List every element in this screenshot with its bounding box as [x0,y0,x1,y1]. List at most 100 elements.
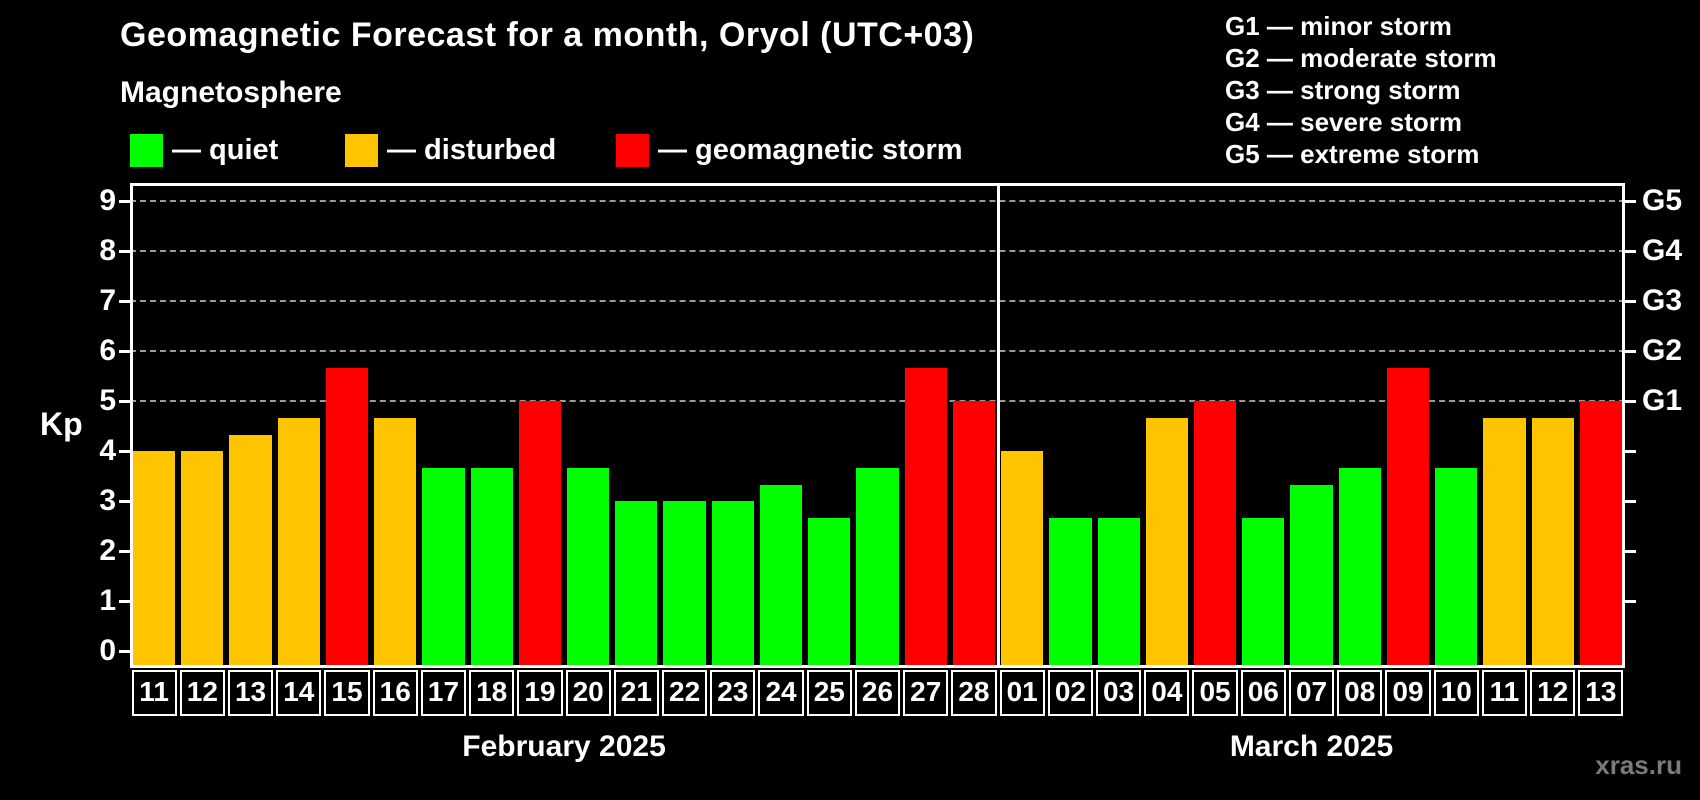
day-label-cell: 01 [999,670,1045,716]
axis-tick [1625,299,1636,303]
y-tick-label: 2 [99,534,116,567]
axis-tick [119,599,130,603]
g-legend-line: G2 — moderate storm [1225,43,1497,73]
kp-bar-21 [615,501,658,668]
g-scale-legend: G1 — minor storm G2 — moderate storm G3 — … [1225,10,1497,170]
disturbed-legend-swatch [345,134,378,167]
kp-bar-09 [1386,367,1430,668]
y-tick-label: 5 [99,384,116,417]
day-label-cell: 15 [324,670,370,716]
day-label-cell: 22 [661,670,708,716]
axis-tick [1625,499,1636,503]
kp-bar-28 [952,401,996,668]
axis-tick [119,649,130,653]
day-label-cell: 11 [1481,670,1528,716]
day-label-cell: 18 [469,670,515,716]
kp-bar-03 [1097,517,1140,668]
kp-bar-20 [567,467,610,668]
kp-bar-19 [518,401,562,668]
kp-bar-13 [1579,401,1622,668]
g-legend-line: G3 — strong storm [1225,75,1461,105]
kp-bar-06 [1242,517,1285,668]
axis-tick [119,399,130,403]
y-tick-label: 9 [99,184,116,217]
month-separator [996,183,1000,668]
axis-tick [119,299,130,303]
day-label-cell: 02 [1047,670,1093,716]
day-label-cell: 09 [1385,670,1431,716]
kp-bar-24 [759,484,803,668]
day-label-cell: 14 [276,670,322,716]
day-label-cell: 23 [710,670,756,716]
y-tick-label: 3 [99,484,116,517]
axis-tick [119,549,130,553]
kp-bar-05 [1193,401,1237,668]
kp-bar-11 [133,451,176,668]
kp-bar-13 [229,434,272,668]
g-axis-label: G2 [1642,334,1683,367]
day-label-cell: 28 [951,670,997,716]
axis-tick [1625,349,1636,353]
axis-tick [119,349,130,353]
gridline [130,250,1625,252]
day-label-cell: 04 [1144,670,1190,716]
y-tick-label: 7 [99,284,116,317]
kp-bar-07 [1290,484,1333,668]
y-tick-label: 4 [99,434,116,467]
page-title: Geomagnetic Forecast for a month, Oryol … [120,16,975,54]
day-label-cell: 05 [1192,670,1238,716]
plot-area [130,183,1625,668]
kp-bar-02 [1049,517,1092,668]
kp-bar-04 [1145,417,1188,668]
kp-bar-27 [904,367,947,668]
day-label-cell: 25 [806,670,852,716]
y-tick-label: 1 [99,584,116,617]
axis-tick [119,249,130,253]
kp-bar-26 [856,467,899,668]
kp-bar-23 [711,501,754,668]
g-legend-line: G4 — severe storm [1225,107,1463,137]
gridline [130,350,1625,352]
y-tick-label: 6 [99,334,116,367]
kp-axis-label: Kp [40,406,83,442]
kp-bar-17 [422,467,465,668]
axis-tick [1625,399,1636,403]
axis-tick [1625,449,1636,453]
y-tick-label: 0 [99,634,116,667]
g-legend-line: G1 — minor storm [1225,11,1452,41]
day-label-cell: 08 [1337,670,1383,716]
kp-bar-15 [325,367,369,668]
quiet-legend-swatch [130,134,163,167]
gridline [130,400,1625,402]
day-label-cell: 13 [227,670,274,716]
day-label-cell: 13 [1578,670,1624,716]
day-label-cell: 20 [565,670,611,716]
day-label-cell: 06 [1240,670,1286,716]
storm-legend-swatch [616,134,649,167]
g-axis-label: G5 [1642,184,1683,217]
month-label: February 2025 [462,730,666,763]
day-label-cell: 26 [854,670,901,716]
quiet-legend-label: — quiet [172,134,279,166]
disturbed-legend-label: — disturbed [387,134,557,166]
axis-tick [1625,249,1636,253]
g-axis-label: G4 [1642,234,1683,267]
g-legend-line: G5 — extreme storm [1225,139,1480,169]
chart-subtitle: Magnetosphere [120,76,342,109]
kp-bar-16 [374,417,417,668]
day-label-cell: 03 [1096,670,1142,716]
y-tick-label: 8 [99,234,116,267]
kp-bar-08 [1338,467,1381,668]
kp-bar-18 [470,467,513,668]
axis-tick [119,449,130,453]
kp-bar-11 [1483,417,1526,668]
gridline [130,300,1625,302]
axis-tick [1625,199,1636,203]
day-label-cell: 11 [131,670,177,716]
day-label-cell: 21 [613,670,659,716]
day-label-cell: 07 [1288,670,1335,716]
day-label-cell: 10 [1433,670,1479,716]
kp-bar-01 [1001,451,1044,668]
month-label: March 2025 [1229,730,1394,763]
